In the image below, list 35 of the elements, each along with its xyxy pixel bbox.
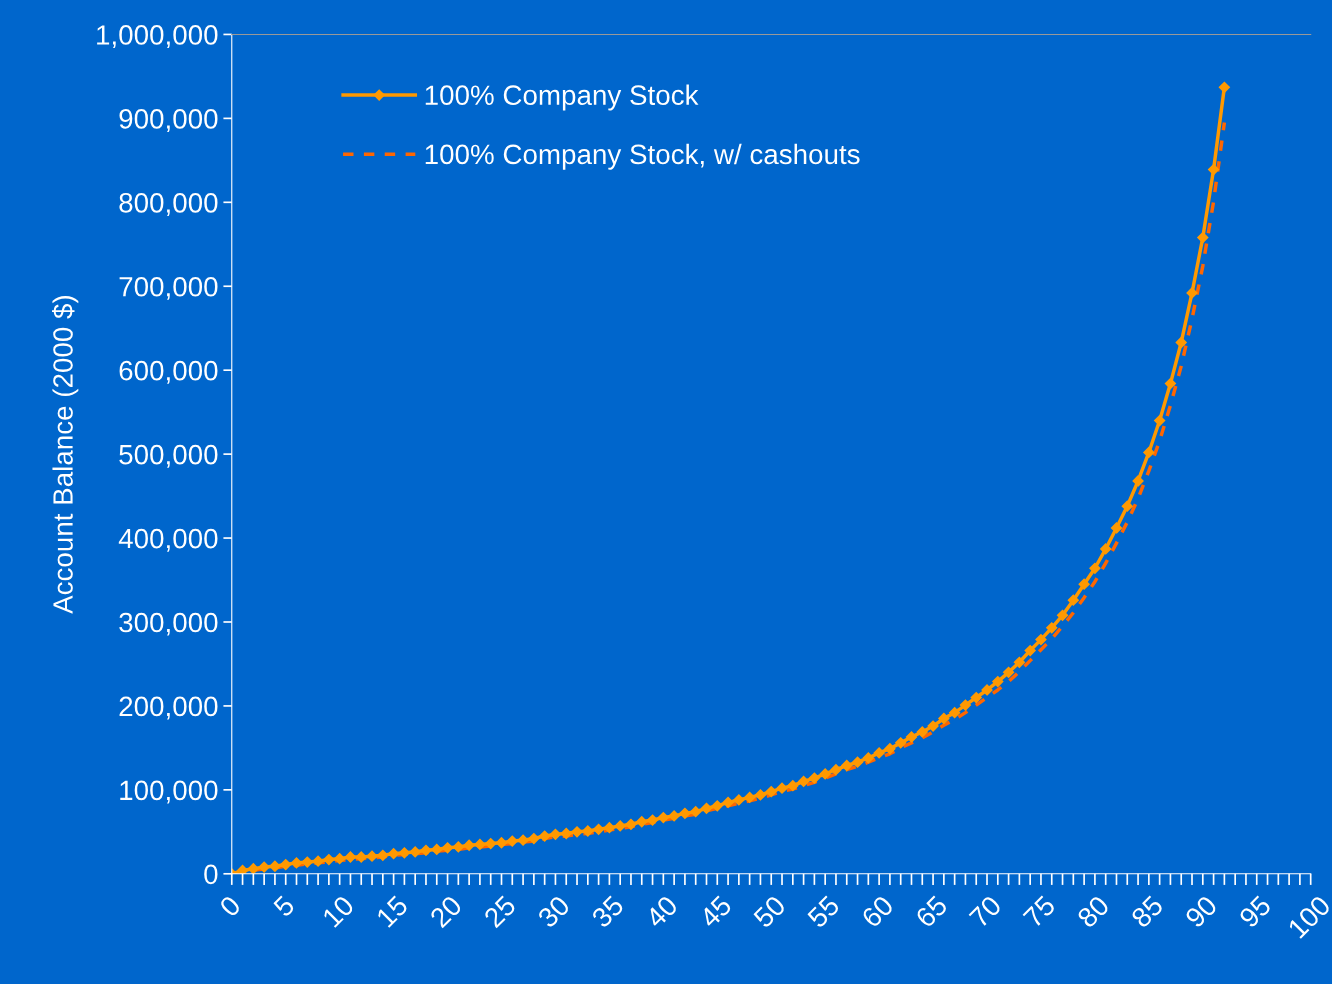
x-tick-label: 90 bbox=[1184, 894, 1219, 929]
y-tick-label: 300,000 bbox=[119, 612, 218, 636]
x-tick-label: 15 bbox=[375, 894, 409, 929]
x-tick-label: 5 bbox=[272, 894, 296, 918]
x-tick-label: 45 bbox=[698, 894, 733, 930]
y-tick-label: 600,000 bbox=[119, 360, 218, 384]
x-tick-label: 65 bbox=[914, 894, 949, 929]
x-tick-label: 70 bbox=[968, 894, 1003, 929]
legend-label: 100% Company Stock, w/ cashouts bbox=[425, 143, 860, 170]
y-tick-label: 500,000 bbox=[119, 444, 218, 468]
x-tick-label: 20 bbox=[428, 894, 463, 929]
x-tick-label: 50 bbox=[752, 894, 787, 929]
y-tick-label: 900,000 bbox=[119, 109, 218, 132]
x-tick-label: 40 bbox=[644, 894, 679, 930]
x-tick-label: 30 bbox=[536, 894, 571, 929]
x-tick-label: 55 bbox=[806, 894, 841, 929]
x-tick-label: 100 bbox=[1287, 894, 1332, 939]
x-tick-label: 80 bbox=[1076, 894, 1111, 929]
legend-label: 100% Company Stock bbox=[425, 84, 699, 111]
x-tick-label: 85 bbox=[1130, 894, 1165, 929]
x-tick-label: 60 bbox=[860, 894, 895, 929]
x-tick-label: 95 bbox=[1238, 894, 1273, 929]
y-tick-label: 200,000 bbox=[119, 696, 218, 720]
y-tick-label: 1,000,000 bbox=[97, 25, 218, 49]
y-tick-label: 800,000 bbox=[119, 192, 218, 216]
x-tick-label: 10 bbox=[321, 894, 356, 929]
x-tick-label: 25 bbox=[482, 894, 517, 929]
y-axis-title: Account Balance (2000 $) bbox=[52, 296, 79, 614]
x-tick-label: 35 bbox=[590, 894, 625, 929]
y-tick-label: 700,000 bbox=[119, 276, 218, 300]
y-tick-label: 400,000 bbox=[118, 528, 218, 552]
y-tick-label: 100,000 bbox=[120, 780, 218, 804]
y-tick-label: 0 bbox=[204, 864, 218, 885]
x-tick-label: 75 bbox=[1022, 894, 1057, 929]
x-tick-label: 0 bbox=[218, 894, 242, 918]
